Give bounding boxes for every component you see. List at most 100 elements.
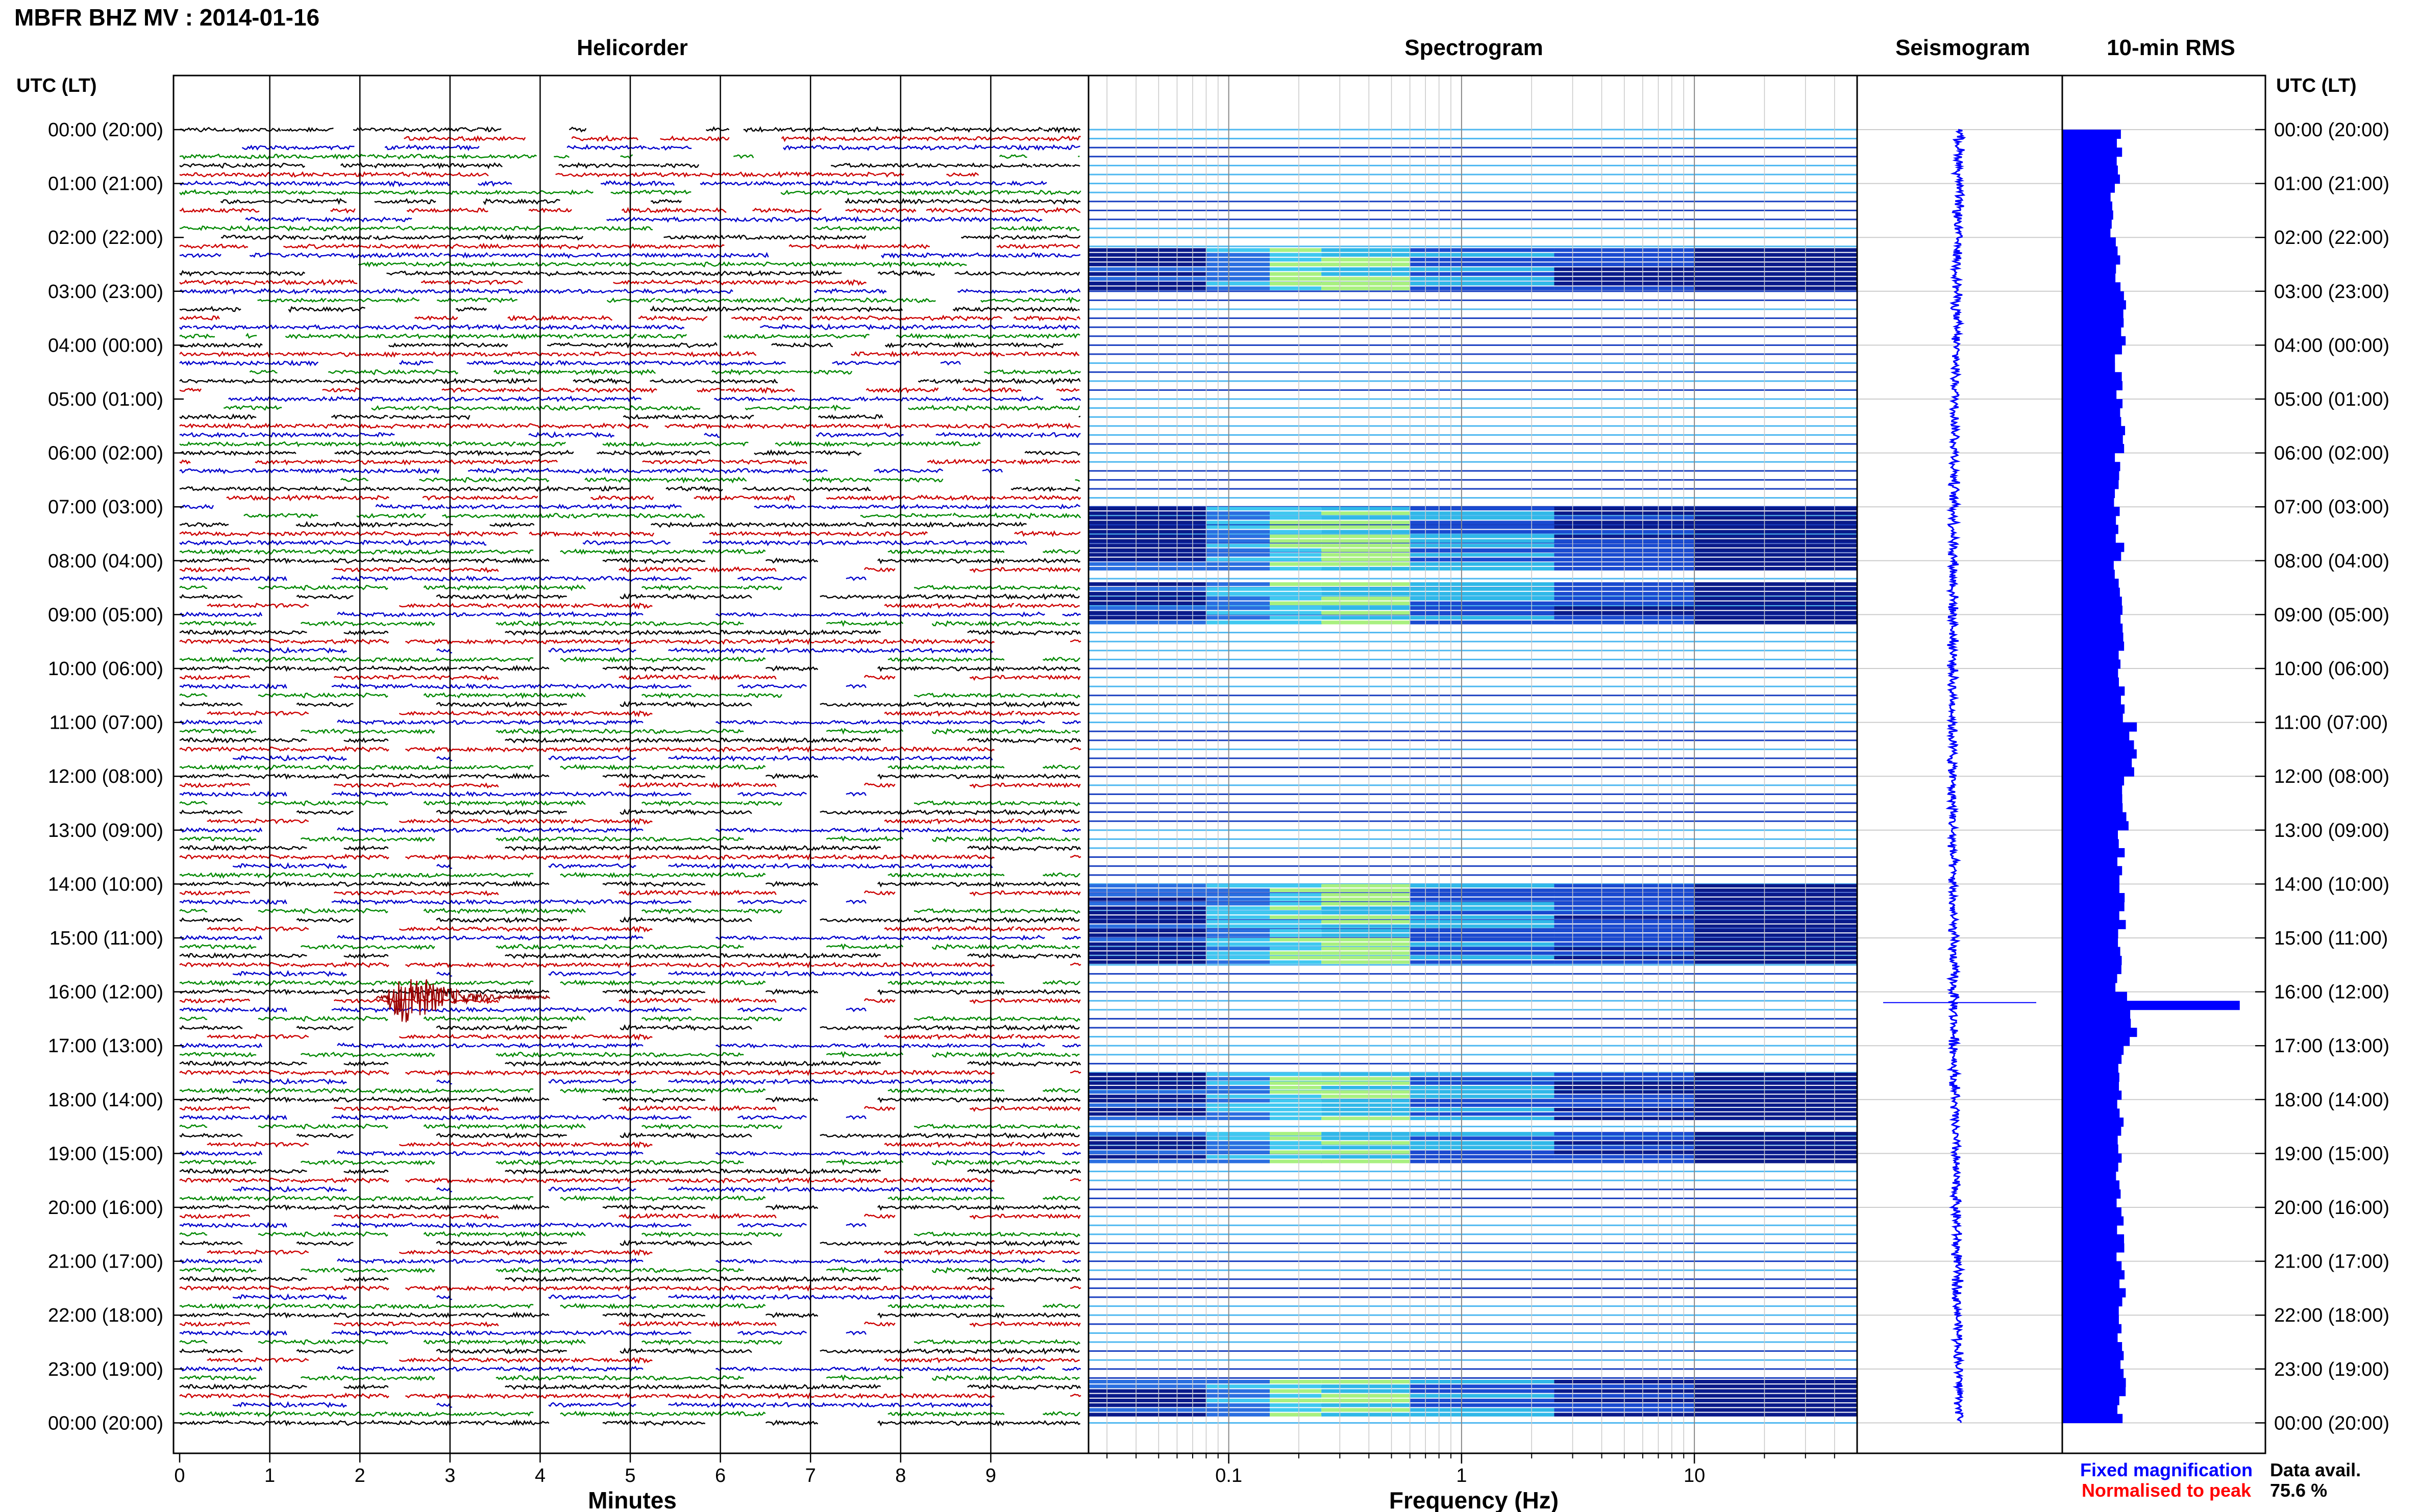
- rms-bar: [2062, 1396, 2119, 1405]
- spectrogram-row: [1089, 156, 1857, 158]
- helicorder-trace-row: [179, 718, 1081, 726]
- spectrogram-row: [1089, 632, 1857, 634]
- spectrogram-row: [1089, 964, 1857, 966]
- helicorder-trace-row: [179, 898, 867, 905]
- spectrogram-row: [1089, 173, 1857, 176]
- helicorder-trace-row: [404, 135, 1081, 142]
- helicorder-trace-row: [207, 1249, 1080, 1256]
- rms-bar: [2062, 1360, 2121, 1370]
- rms-bar: [2062, 1046, 2124, 1055]
- rms-bar: [2062, 417, 2121, 427]
- rms-bar: [2062, 219, 2112, 229]
- time-axis-label-right: UTC (LT): [2276, 75, 2357, 96]
- helicorder-trace-row: [179, 808, 1080, 816]
- time-tick-label: 10:00 (06:00): [2274, 658, 2389, 680]
- rms-bar: [2062, 902, 2125, 911]
- rms-bar: [2062, 1261, 2122, 1271]
- spectrogram-row: [1089, 838, 1857, 840]
- rms-bar: [2062, 569, 2115, 579]
- rms-bar: [2062, 677, 2119, 687]
- helicorder-trace-row: [179, 781, 1081, 789]
- rms-bar: [2062, 1387, 2126, 1397]
- rms-bar: [2062, 695, 2121, 705]
- helicorder-trace-row: [179, 1303, 1080, 1310]
- rms-bar: [2062, 1243, 2125, 1253]
- rms-bar: [2062, 1118, 2124, 1127]
- rms-bar: [2062, 1270, 2125, 1280]
- rms-bar: [2062, 1180, 2119, 1190]
- rms-bar: [2062, 210, 2113, 220]
- spectrogram-row: [1089, 1359, 1857, 1361]
- helicorder-trace-row: [179, 997, 1081, 1004]
- spectrogram-row: [1089, 1000, 1857, 1002]
- helicorder-trace-row: [257, 296, 1080, 304]
- rms-bar: [2062, 1171, 2116, 1181]
- spectrogram-row: [1089, 1126, 1857, 1128]
- spectrogram-row: [1089, 667, 1857, 670]
- spectrogram-row: [1089, 1314, 1857, 1316]
- legend-normalised-to-peak: Normalised to peak: [2082, 1480, 2252, 1501]
- spectrogram-active-band: [1089, 248, 1857, 290]
- helicorder-trace-row: [179, 826, 1081, 833]
- rms-bar: [2062, 318, 2124, 328]
- rms-bar: [2062, 929, 2118, 938]
- time-tick-label: 00:00 (20:00): [2274, 1412, 2389, 1434]
- rms-bar: [2062, 785, 2122, 795]
- helicorder-trace-row: [179, 557, 1081, 564]
- spectrogram-row: [1089, 443, 1857, 445]
- helicorder-trace-row: [179, 422, 1080, 430]
- helicorder-trace-row: [228, 395, 1081, 403]
- spectrogram-row: [1089, 299, 1857, 301]
- helicorder-trace-row: [179, 961, 1081, 969]
- spectrogram-row: [1089, 874, 1857, 876]
- time-tick-label: 21:00 (17:00): [48, 1251, 163, 1273]
- helicorder-trace-row: [179, 467, 1003, 475]
- spectrogram-row: [1089, 488, 1857, 490]
- station-title: MBFR BHZ MV : 2014-01-16: [14, 4, 319, 31]
- rms-bar: [2062, 597, 2122, 606]
- rms-bar: [2062, 156, 2117, 166]
- rms-bar: [2062, 228, 2111, 238]
- rms-bar: [2062, 857, 2117, 866]
- helicorder-trace-row: [179, 1177, 1081, 1184]
- rms-bar: [2062, 192, 2111, 202]
- time-tick-label: 11:00 (07:00): [2274, 712, 2388, 734]
- helicorder-trace-row: [179, 880, 1081, 888]
- time-tick-label: 21:00 (17:00): [2274, 1251, 2389, 1273]
- helicorder-trace-row: [207, 926, 1080, 933]
- rms-bar: [2062, 525, 2118, 534]
- spectrogram-row: [1089, 1296, 1857, 1298]
- spectrogram-row: [1089, 1197, 1857, 1199]
- rms-bar: [2062, 1405, 2118, 1415]
- spectrogram-row: [1089, 712, 1857, 714]
- helicorder-trace-row: [224, 404, 1080, 412]
- helicorder-trace-row: [179, 1212, 1081, 1220]
- rms-bar: [2062, 632, 2124, 642]
- rms-bar: [2062, 138, 2117, 148]
- time-tick-label: 00:00 (20:00): [48, 1412, 163, 1434]
- helicorder-trace-row: [179, 664, 1081, 672]
- spectrogram-row: [1089, 1377, 1857, 1379]
- rms-bar: [2062, 507, 2120, 516]
- helicorder-trace-row: [179, 746, 1081, 753]
- rms-bar: [2062, 659, 2121, 669]
- rms-bar: [2062, 444, 2125, 454]
- data-availability-value: 75.6 %: [2270, 1480, 2327, 1501]
- seismogram-hour-gridlines: [1857, 129, 2062, 1424]
- rms-bar: [2062, 740, 2134, 750]
- rms-bar: [2062, 956, 2122, 965]
- spectrogram-row: [1089, 164, 1857, 166]
- rms-bar: [2062, 920, 2126, 929]
- helicorder-trace-row: [232, 862, 993, 870]
- minutes-tick-label: 9: [985, 1465, 996, 1486]
- helicorder-trace-row: [179, 305, 1080, 313]
- rms-bar: [2062, 668, 2118, 678]
- minutes-tick-label: 8: [895, 1465, 906, 1486]
- rms-bar: [2062, 848, 2125, 858]
- rms-bar: [2062, 363, 2115, 373]
- helicorder-event-trace: [376, 979, 551, 1023]
- time-tick-label: 01:00 (21:00): [48, 173, 163, 195]
- spectrogram-bands: [1089, 129, 1857, 1424]
- time-tick-label: 07:00 (03:00): [2274, 497, 2389, 518]
- helicorder-trace-row: [179, 458, 1080, 466]
